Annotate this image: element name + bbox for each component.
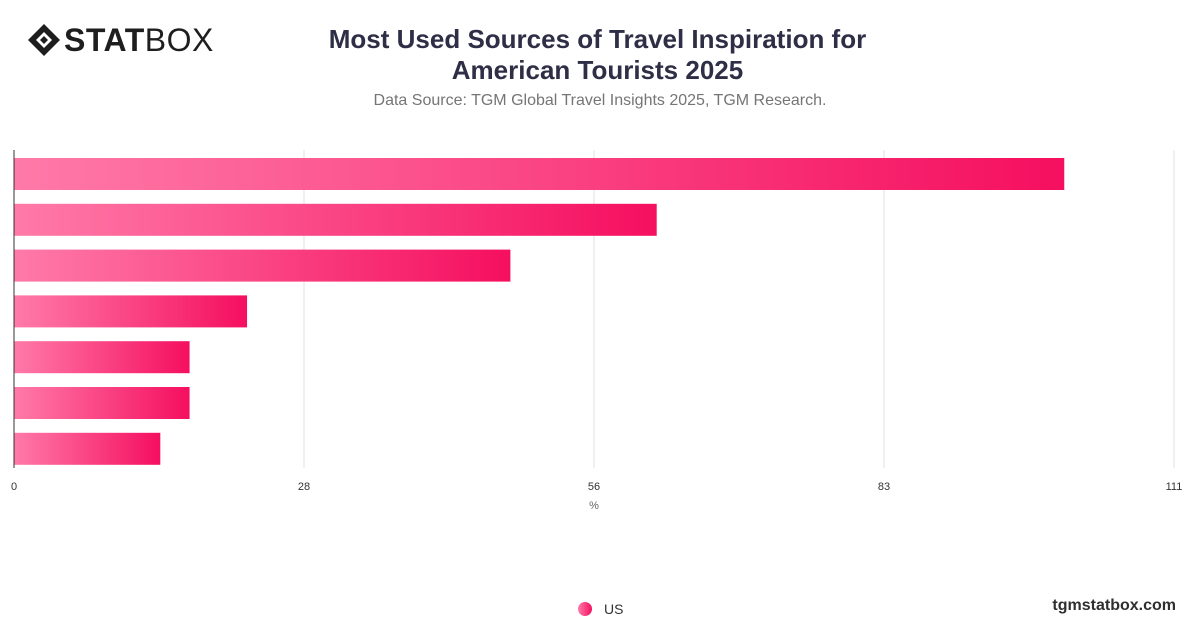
x-axis-ticks: 0 28 56 83 111 bbox=[11, 481, 1182, 493]
diamond-logo-icon bbox=[28, 24, 60, 56]
x-tick-label: 56 bbox=[588, 481, 600, 493]
bar[interactable] bbox=[14, 295, 248, 328]
x-tick-label: 28 bbox=[298, 481, 310, 493]
logo-wordmark: STATBOX bbox=[64, 22, 214, 58]
x-tick-label: 0 bbox=[11, 481, 17, 493]
bar[interactable] bbox=[14, 432, 161, 465]
bar[interactable] bbox=[14, 387, 190, 419]
x-tick-label: 111 bbox=[1166, 481, 1183, 493]
footer-site-label: tgmstatbox.com bbox=[1052, 597, 1176, 614]
bar[interactable] bbox=[14, 249, 511, 282]
legend-series-marker bbox=[578, 602, 592, 616]
x-axis-label: % bbox=[589, 500, 599, 512]
bars bbox=[14, 158, 1065, 465]
logo-text-bold: STAT bbox=[64, 22, 145, 58]
x-tick-label: 83 bbox=[878, 481, 890, 493]
chart-subtitle: Data Source: TGM Global Travel Insights … bbox=[373, 92, 827, 109]
bar[interactable] bbox=[14, 203, 657, 236]
legend[interactable]: US bbox=[578, 601, 623, 617]
bar[interactable] bbox=[14, 158, 1065, 190]
logo-text-light: BOX bbox=[144, 22, 214, 58]
legend-series-label: US bbox=[604, 601, 624, 617]
statbox-logo: STATBOX bbox=[26, 22, 214, 58]
grid-lines bbox=[303, 150, 1175, 468]
chart-title: Most Used Sources of Travel Inspiration … bbox=[328, 24, 867, 85]
bar[interactable] bbox=[14, 341, 190, 374]
